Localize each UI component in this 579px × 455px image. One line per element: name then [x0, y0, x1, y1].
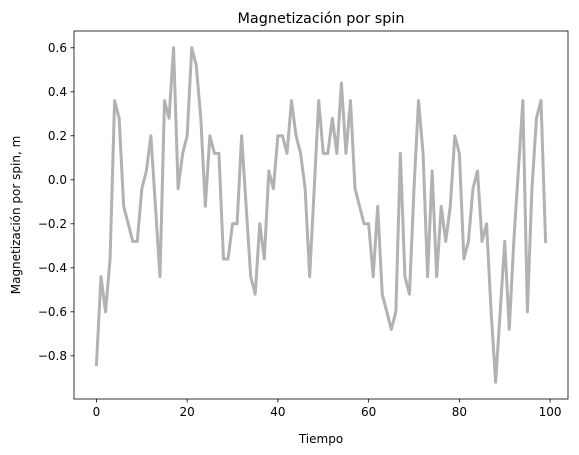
x-tick-label: 60	[361, 405, 376, 419]
y-tick-label: −0.4	[38, 261, 67, 275]
chart-title: Magnetización por spin	[238, 11, 405, 27]
ticks-layer: 0 20 40 60 80 100 −0.8 −0.6 −0.4 −0.2 0.0 0.2 0.4 0.6	[38, 41, 562, 419]
y-axis-label: Magnetización por spin, m	[9, 136, 23, 295]
y-tick-label: −0.6	[38, 305, 67, 319]
y-tick-label: 0.2	[48, 129, 67, 143]
y-tick-label: −0.8	[38, 349, 67, 363]
y-tick-label: 0.6	[48, 41, 67, 55]
x-tick-label: 0	[93, 405, 101, 419]
plot-frame	[73, 30, 569, 400]
x-axis-label: Tiempo	[298, 432, 343, 446]
series-line	[94, 46, 548, 384]
y-tick-label: 0.0	[48, 173, 67, 187]
x-tick-label: 100	[539, 405, 562, 419]
y-tick-label: 0.4	[48, 85, 67, 99]
y-tick-label: −0.2	[38, 217, 67, 231]
x-tick-label: 80	[452, 405, 467, 419]
x-tick-label: 40	[270, 405, 285, 419]
x-tick-label: 20	[180, 405, 195, 419]
plot-layer	[94, 46, 548, 384]
